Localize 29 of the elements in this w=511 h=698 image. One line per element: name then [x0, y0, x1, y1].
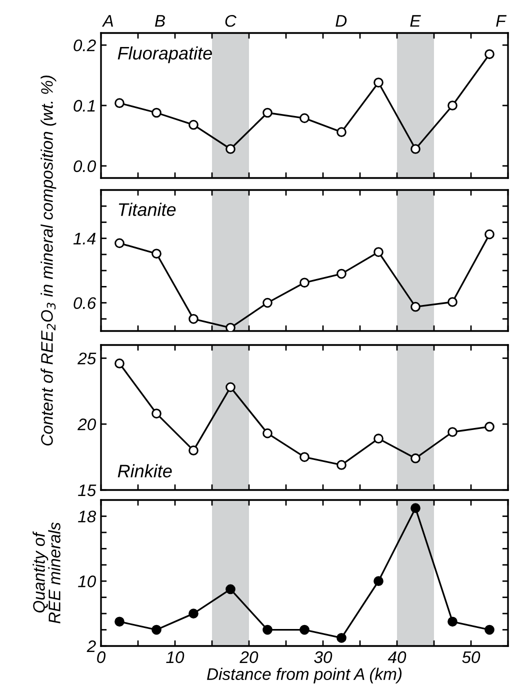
x-tick-label: 20	[240, 651, 258, 664]
text: B	[154, 15, 166, 27]
annotation: Fluorapatite	[118, 46, 212, 64]
y-tick-label: 25	[78, 352, 96, 364]
y-tick-label: 0.2	[74, 39, 96, 52]
y-tick-label: 0.0	[74, 160, 96, 172]
text: C	[225, 15, 237, 27]
text: F	[496, 15, 507, 27]
y-tick-label: 10	[78, 576, 96, 588]
y-tick-label: 2	[86, 640, 96, 652]
x-axis-title: Distance from point A (km)	[207, 668, 402, 684]
x-tick-label: 10	[166, 651, 184, 664]
x-tick-label: 30	[314, 651, 332, 664]
annotation: Titanite	[118, 202, 176, 216]
x-tick-label: 0	[97, 651, 106, 664]
annotation: Rinkite	[118, 464, 172, 478]
text: A	[102, 15, 113, 27]
y-tick-label: 0.1	[74, 100, 95, 112]
y-tick-label: 0.6	[74, 297, 96, 310]
y-tick-label: 20	[78, 418, 96, 430]
y-axis-title: Quantity of REE minerals	[32, 522, 60, 624]
x-tick-label: 40	[388, 651, 406, 664]
y-tick-label: 18	[78, 510, 96, 522]
y-tick-label: 1.4	[73, 232, 96, 244]
y-tick-label: 15	[78, 484, 96, 496]
text: E	[410, 15, 421, 27]
x-tick-label: 50	[462, 651, 480, 664]
y-axis-title: Content of REE$_{2}$O$_{3}$ in mineral composition (wt. %)	[40, 76, 56, 446]
text: D	[336, 15, 347, 27]
